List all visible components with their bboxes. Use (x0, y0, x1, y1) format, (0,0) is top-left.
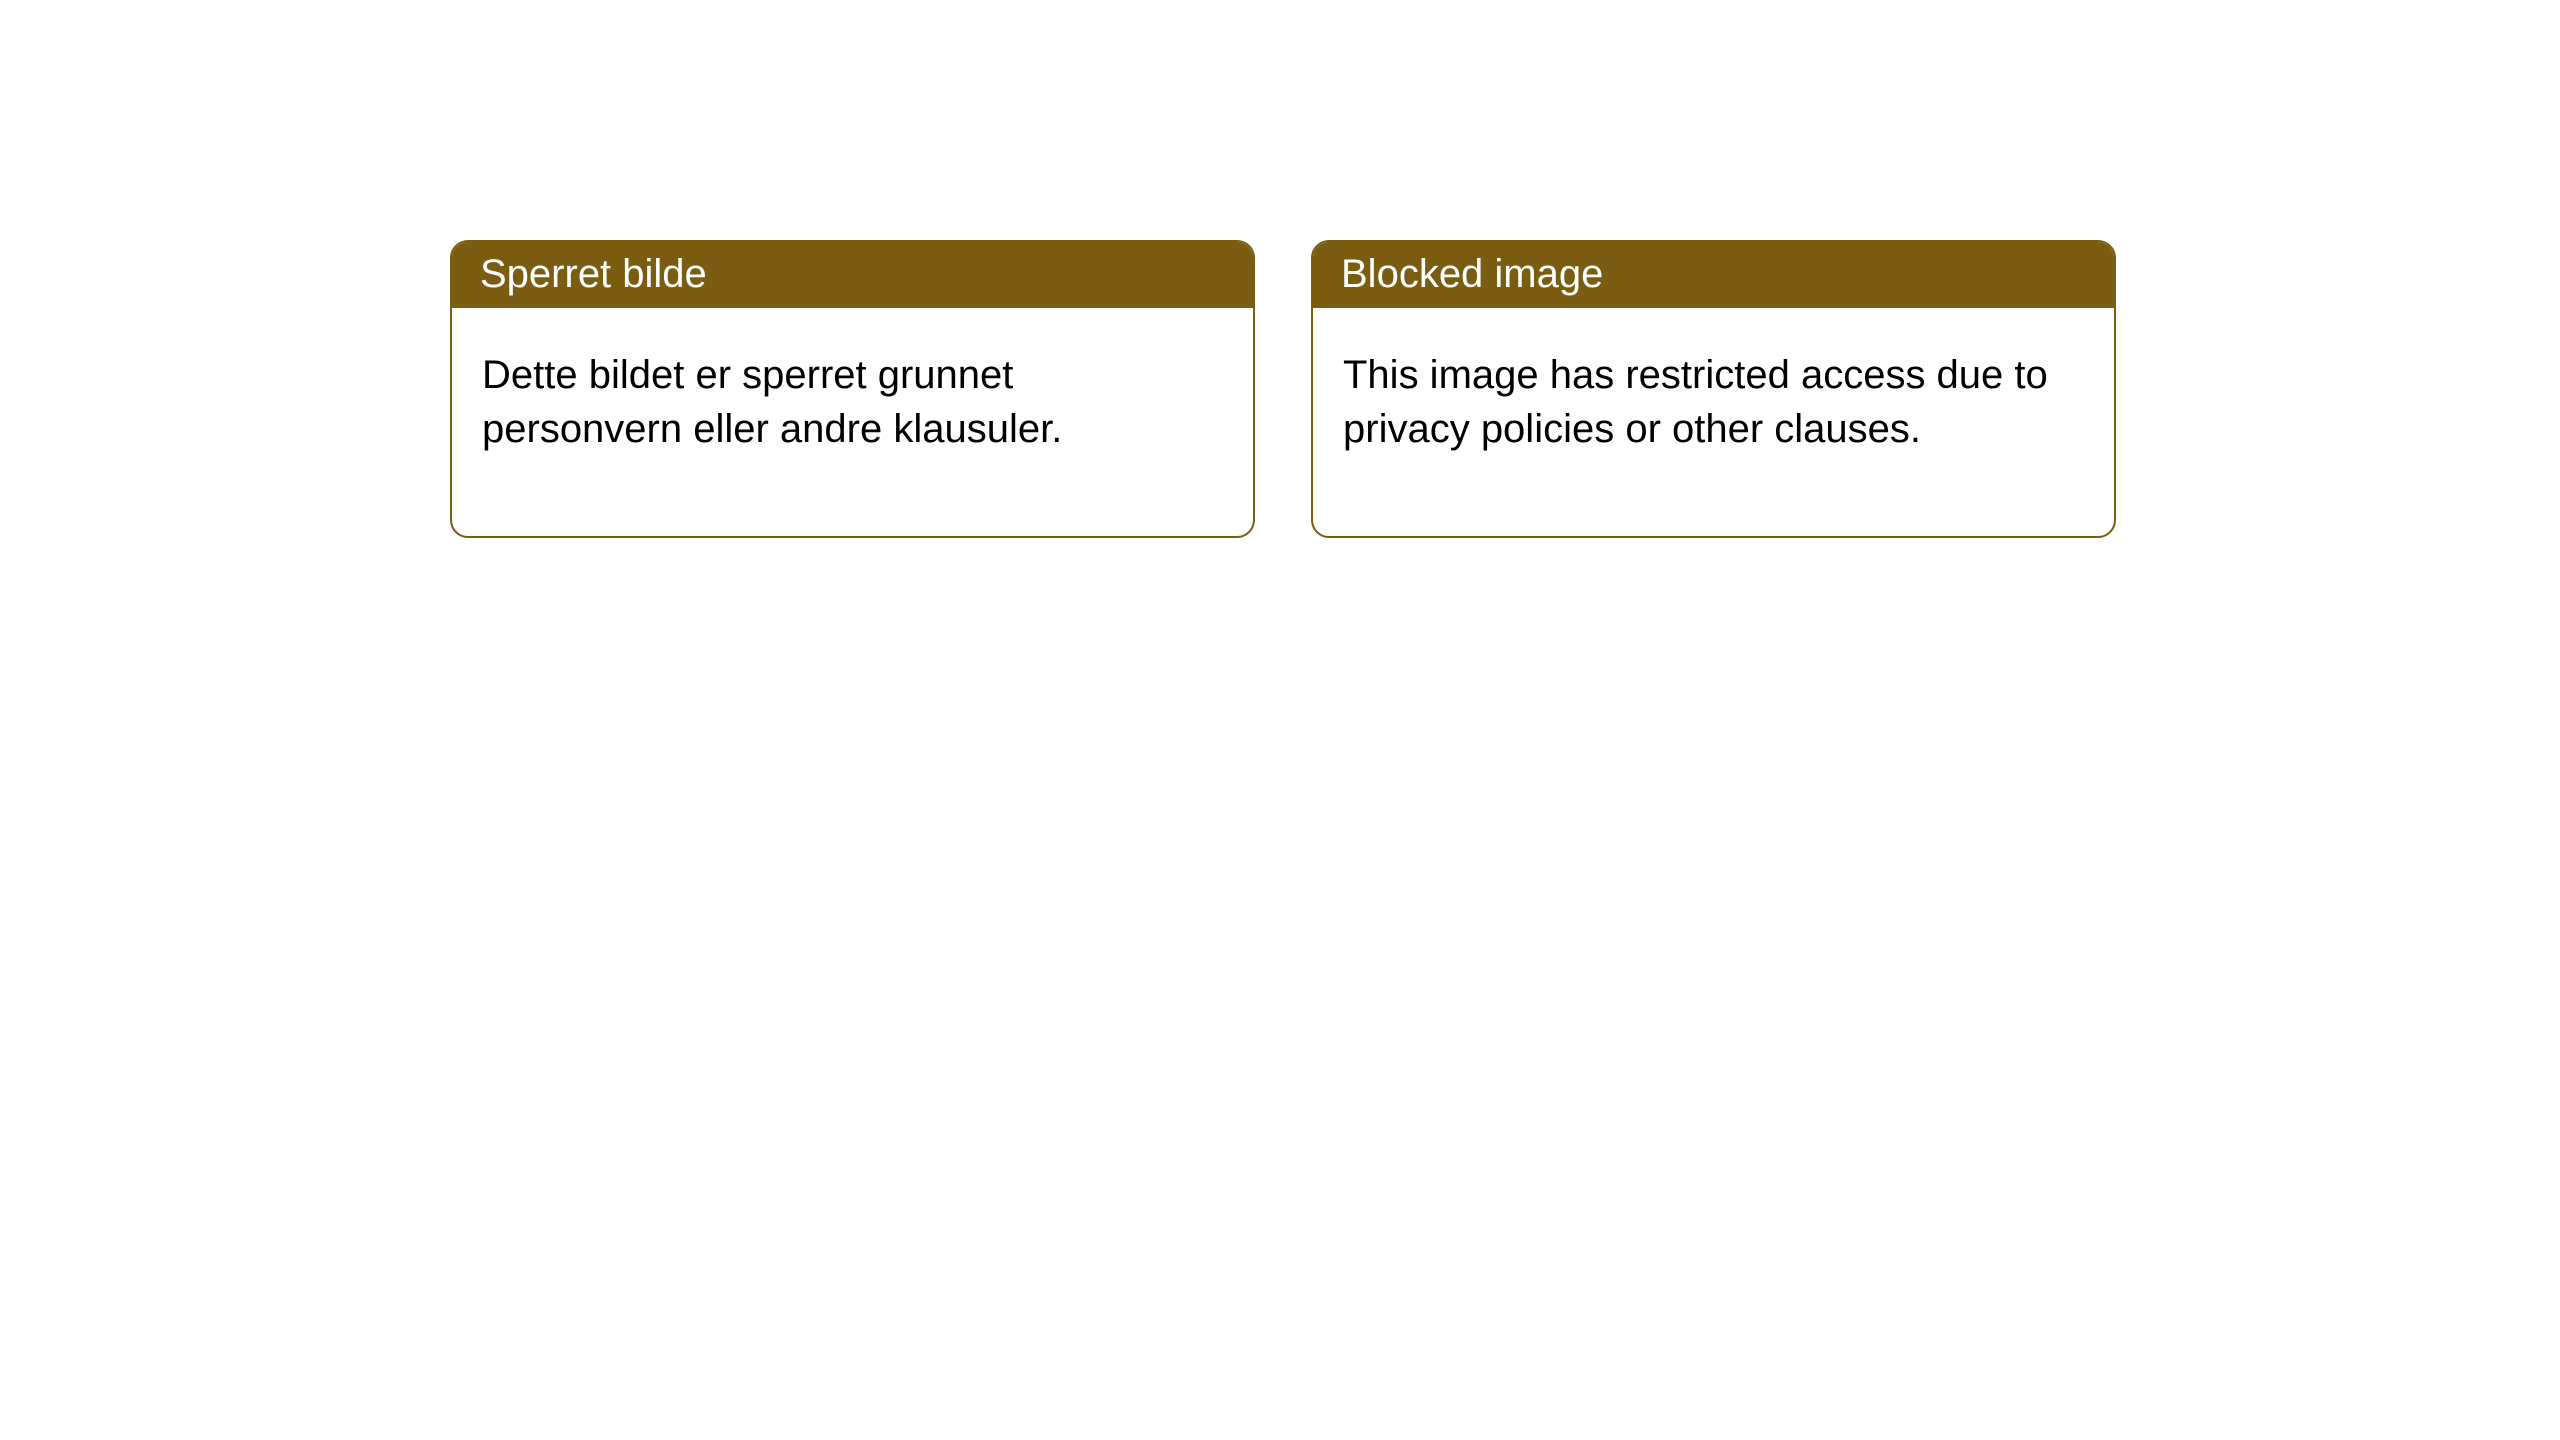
card-header: Sperret bilde (452, 242, 1253, 308)
card-body-text: This image has restricted access due to … (1343, 353, 2048, 451)
card-header: Blocked image (1313, 242, 2114, 308)
card-body: Dette bildet er sperret grunnet personve… (452, 308, 1253, 536)
card-body: This image has restricted access due to … (1313, 308, 2114, 536)
card-body-text: Dette bildet er sperret grunnet personve… (482, 353, 1062, 451)
notice-card-english: Blocked image This image has restricted … (1311, 240, 2116, 538)
notice-card-norwegian: Sperret bilde Dette bildet er sperret gr… (450, 240, 1255, 538)
card-title: Blocked image (1341, 252, 1603, 296)
card-title: Sperret bilde (480, 252, 707, 296)
notice-container: Sperret bilde Dette bildet er sperret gr… (0, 0, 2560, 538)
